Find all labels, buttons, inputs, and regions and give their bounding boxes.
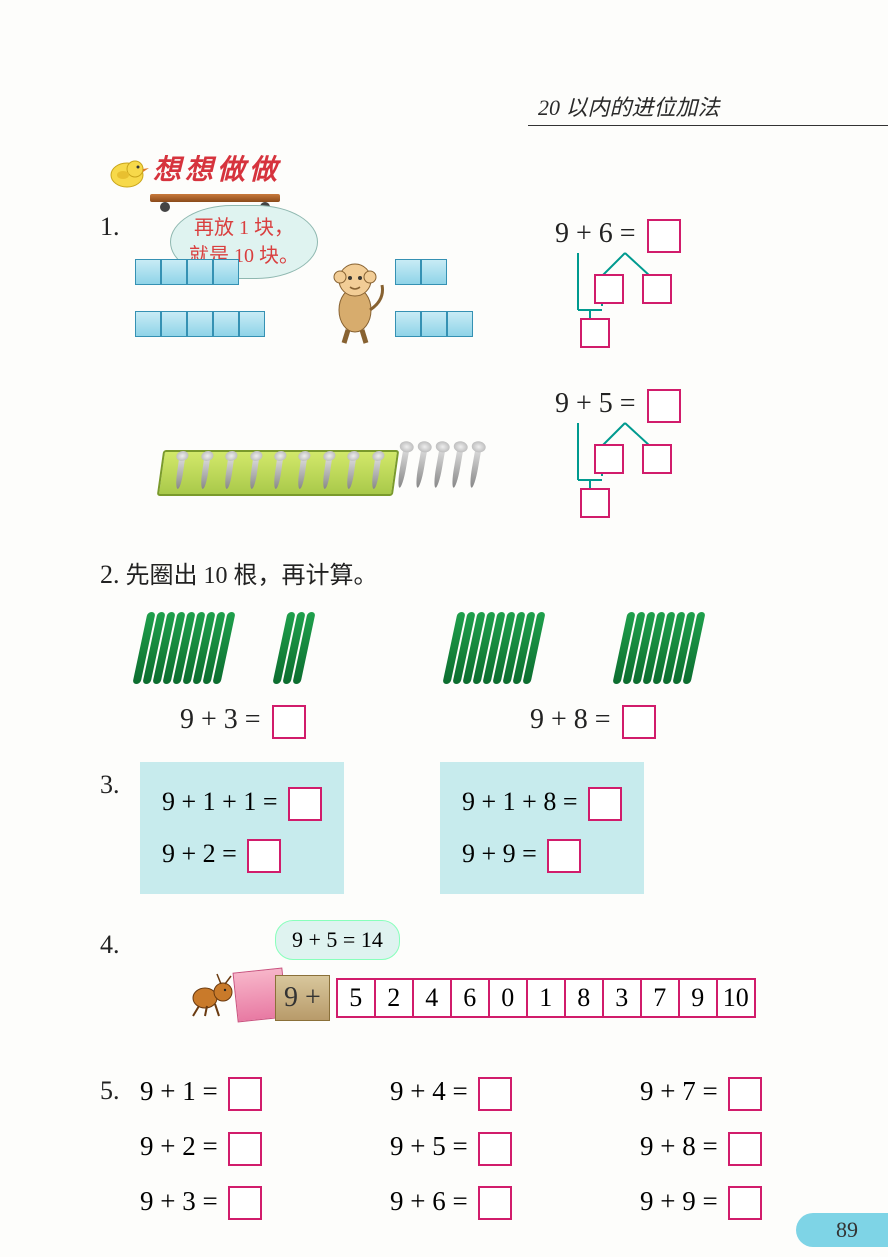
sticks-group — [280, 612, 308, 684]
problem-5: 5. — [100, 1076, 120, 1106]
problem-number: 4. — [100, 930, 120, 959]
chapter-header: 20 以内的进位加法 — [528, 90, 888, 126]
answer-box[interactable] — [728, 1132, 762, 1166]
p4-bubble: 9 + 5 = 14 — [275, 920, 400, 960]
problem-number: 3. — [100, 770, 120, 799]
problem-number: 1. — [100, 212, 120, 241]
p4-cell[interactable]: 5 — [336, 978, 376, 1018]
cart-icon — [150, 194, 280, 202]
sticks-group — [140, 612, 228, 684]
answer-box[interactable] — [594, 274, 624, 304]
p4-cell[interactable]: 8 — [564, 978, 604, 1018]
answer-box[interactable] — [247, 839, 281, 873]
p4-cell[interactable]: 6 — [450, 978, 490, 1018]
p5-equation: 9 + 5 = — [390, 1131, 640, 1166]
p4-cell[interactable]: 10 — [716, 978, 756, 1018]
answer-box[interactable] — [642, 274, 672, 304]
problem-2: 2. 先圈出 10 根，再计算。 — [100, 555, 378, 590]
monkey-icon — [320, 255, 390, 360]
section-title-block: 想想做做 — [105, 148, 281, 202]
sticks-group — [620, 612, 698, 684]
p5-equation: 9 + 4 = — [390, 1076, 640, 1111]
p3-box-right: 9 + 1 + 8 = 9 + 9 = — [440, 762, 644, 894]
p4-cells: 524601837910 — [338, 978, 756, 1018]
blocks-right — [395, 285, 473, 337]
answer-box[interactable] — [228, 1077, 262, 1111]
p4-cell[interactable]: 1 — [526, 978, 566, 1018]
answer-box[interactable] — [288, 787, 322, 821]
answer-box[interactable] — [594, 444, 624, 474]
answer-box[interactable] — [478, 1132, 512, 1166]
answer-box[interactable] — [547, 839, 581, 873]
sticks-group — [450, 612, 538, 684]
equation: 9 + 5 = — [555, 388, 681, 419]
p2-eq-left: 9 + 3 = — [180, 704, 306, 739]
p5-equation: 9 + 7 = — [640, 1076, 888, 1111]
p5-equation: 9 + 1 = — [140, 1076, 390, 1111]
p4-cell[interactable]: 3 — [602, 978, 642, 1018]
p3-box-left: 9 + 1 + 1 = 9 + 2 = — [140, 762, 344, 894]
answer-box[interactable] — [728, 1186, 762, 1220]
answer-box[interactable] — [272, 705, 306, 739]
problem-number: 5. — [100, 1076, 120, 1105]
answer-box[interactable] — [580, 318, 610, 348]
equation: 9 + 6 = — [555, 218, 681, 249]
p4-row: 9 + 524601837910 — [275, 975, 756, 1021]
spoons-tray — [157, 450, 399, 496]
p4-cell[interactable]: 0 — [488, 978, 528, 1018]
answer-box[interactable] — [478, 1186, 512, 1220]
p1-decomp2 — [560, 418, 680, 508]
section-title: 想想做做 — [153, 155, 281, 186]
answer-box[interactable] — [642, 444, 672, 474]
page-number: 89 — [796, 1213, 888, 1247]
answer-box[interactable] — [588, 787, 622, 821]
problem-3: 3. — [100, 770, 120, 800]
p5-equation: 9 + 8 = — [640, 1131, 888, 1166]
answer-box[interactable] — [228, 1186, 262, 1220]
p1-decomp1 — [560, 248, 680, 338]
spoons-loose — [400, 448, 478, 488]
answer-box[interactable] — [228, 1132, 262, 1166]
p5-equation: 9 + 3 = — [140, 1186, 390, 1221]
p4-cell[interactable]: 4 — [412, 978, 452, 1018]
p4-cell[interactable]: 2 — [374, 978, 414, 1018]
bird-icon — [105, 155, 149, 196]
answer-box[interactable] — [728, 1077, 762, 1111]
p4-cell[interactable]: 9 — [678, 978, 718, 1018]
p5-equation: 9 + 2 = — [140, 1131, 390, 1166]
answer-box[interactable] — [580, 488, 610, 518]
p4-prefix: 9 + — [275, 975, 330, 1021]
p5-grid: 9 + 1 = 9 + 4 = 9 + 7 = 9 + 2 = 9 + 5 = … — [140, 1076, 888, 1220]
p2-instruction: 先圈出 10 根，再计算。 — [126, 563, 378, 589]
blocks-left — [135, 285, 265, 337]
problem-number: 2. — [100, 560, 120, 589]
p2-eq-right: 9 + 8 = — [530, 704, 656, 739]
problem-4: 4. — [100, 930, 120, 960]
bubble-line1: 再放 1 块， — [189, 214, 299, 242]
chapter-title: 20 以内的进位加法 — [538, 95, 720, 120]
p4-cell[interactable]: 7 — [640, 978, 680, 1018]
answer-box[interactable] — [622, 705, 656, 739]
p5-equation: 9 + 6 = — [390, 1186, 640, 1221]
answer-box[interactable] — [478, 1077, 512, 1111]
problem-1: 1. — [100, 212, 120, 242]
